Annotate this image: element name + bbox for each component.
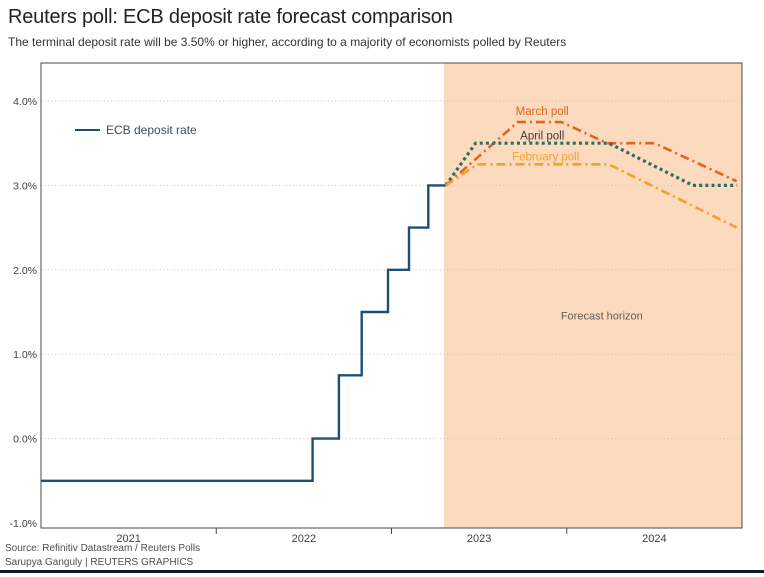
x-axis-label: 2024 [642,533,666,545]
x-axis-label: 2021 [116,533,140,545]
y-axis-label: 2.0% [13,265,37,277]
page-subtitle: The terminal deposit rate will be 3.50% … [8,35,567,49]
series-label: February poll [512,152,579,164]
source-text: Source: Refinitiv Datastream / Reuters P… [5,543,201,554]
x-axis-label: 2022 [292,533,316,545]
y-axis-label: 4.0% [13,96,37,108]
series-april-poll [444,141,737,187]
legend-label: ECB deposit rate [106,123,197,137]
series-february-poll [445,163,738,229]
y-axis-label: 1.0% [13,349,37,361]
series-label: April poll [520,131,564,143]
series-march-poll [444,120,738,187]
series-ecb-deposit-rate [41,184,446,482]
forecast-horizon-region [444,63,742,528]
page-title: Reuters poll: ECB deposit rate forecast … [8,6,453,28]
y-axis-label: -1.0% [10,518,37,530]
y-axis-label: 0.0% [13,434,37,446]
forecast-horizon-label: Forecast horizon [561,310,643,322]
credit-text: Sarupya Ganguly | REUTERS GRAPHICS [5,557,194,568]
y-axis-label: 3.0% [13,180,37,192]
x-axis-label: 2023 [467,533,491,545]
bottom-rule [0,570,764,573]
series-label: March poll [516,106,569,118]
